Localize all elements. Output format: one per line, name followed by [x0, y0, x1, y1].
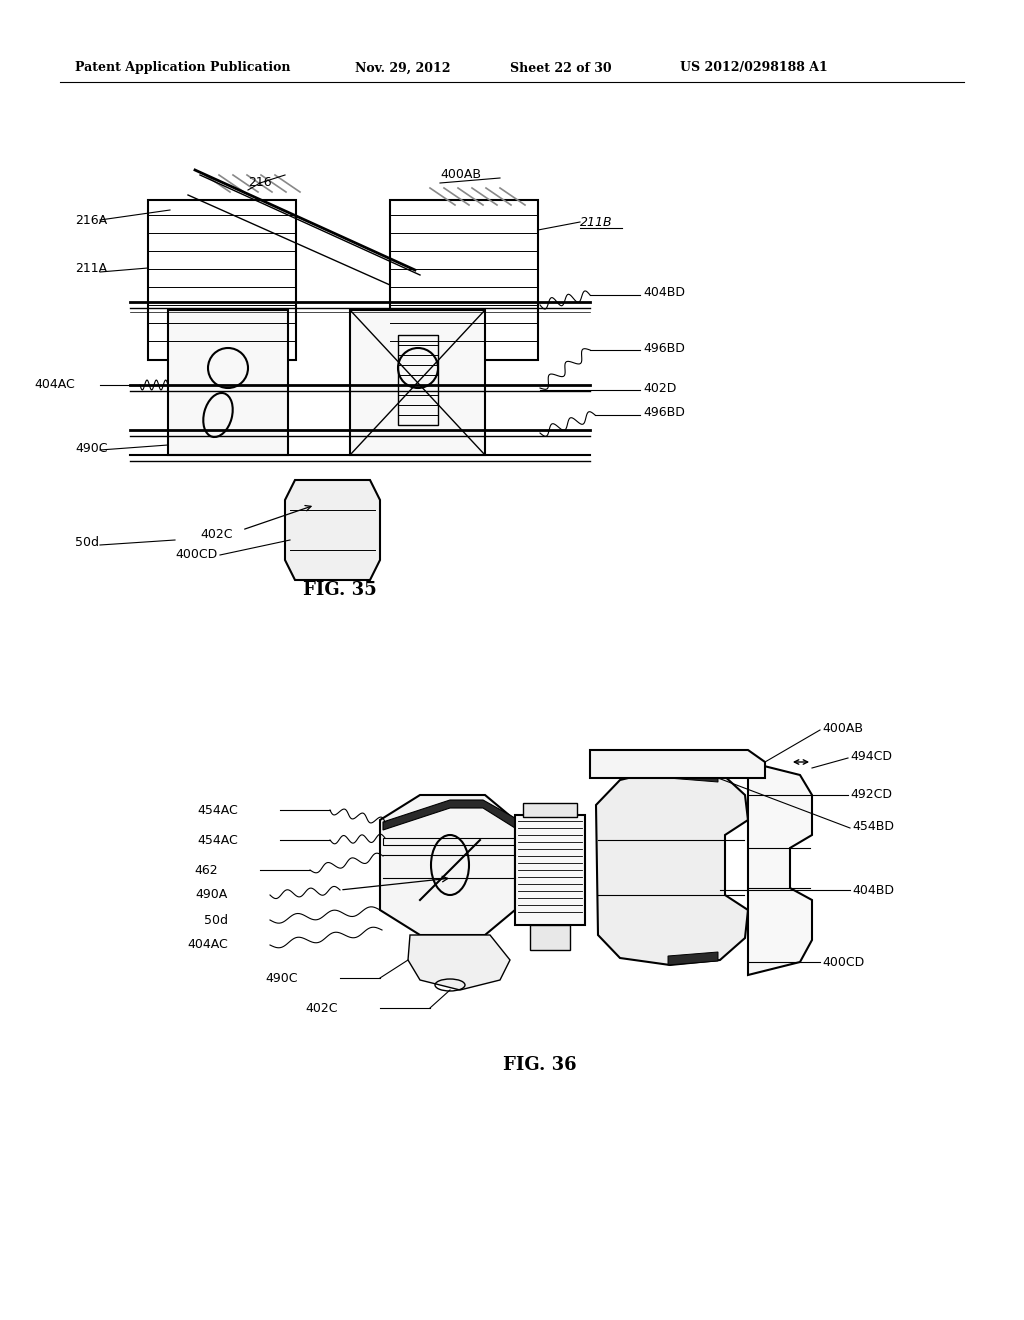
Text: 216: 216	[248, 177, 271, 190]
Text: 400CD: 400CD	[175, 549, 217, 561]
Text: 404BD: 404BD	[852, 883, 894, 896]
Bar	[515, 814, 585, 925]
Text: 211B: 211B	[580, 215, 612, 228]
Text: 402C: 402C	[200, 528, 232, 541]
Text: 496BD: 496BD	[643, 342, 685, 355]
Text: 50d: 50d	[75, 536, 99, 549]
Text: Patent Application Publication: Patent Application Publication	[75, 62, 291, 74]
Text: 404AC: 404AC	[187, 939, 228, 952]
Polygon shape	[380, 795, 515, 935]
Text: 400AB: 400AB	[440, 169, 481, 181]
Text: 490C: 490C	[265, 972, 298, 985]
Text: 494CD: 494CD	[850, 750, 892, 763]
Polygon shape	[668, 952, 718, 965]
Polygon shape	[748, 762, 812, 975]
Text: 400CD: 400CD	[822, 956, 864, 969]
Text: 454AC: 454AC	[198, 804, 238, 817]
Bar	[148, 201, 296, 360]
Text: 454AC: 454AC	[198, 833, 238, 846]
Bar	[523, 803, 577, 817]
Polygon shape	[285, 480, 380, 579]
Polygon shape	[596, 768, 748, 965]
Text: 404BD: 404BD	[643, 285, 685, 298]
Text: 400AB: 400AB	[822, 722, 863, 734]
Bar	[168, 310, 288, 455]
Text: Sheet 22 of 30: Sheet 22 of 30	[510, 62, 611, 74]
Polygon shape	[590, 750, 765, 777]
Bar	[350, 310, 485, 455]
Polygon shape	[408, 935, 510, 990]
Text: 490A: 490A	[196, 888, 228, 902]
Text: 402D: 402D	[643, 381, 677, 395]
Text: 490C: 490C	[75, 441, 108, 454]
Text: FIG. 36: FIG. 36	[503, 1056, 577, 1074]
Polygon shape	[383, 800, 515, 830]
Text: 496BD: 496BD	[643, 407, 685, 420]
Text: 454BD: 454BD	[852, 820, 894, 833]
Text: US 2012/0298188 A1: US 2012/0298188 A1	[680, 62, 827, 74]
Bar	[390, 201, 538, 360]
Text: 402C: 402C	[305, 1002, 338, 1015]
Text: 216A: 216A	[75, 214, 108, 227]
Text: 462: 462	[195, 863, 218, 876]
Text: FIG. 35: FIG. 35	[303, 581, 377, 599]
Text: 211A: 211A	[75, 261, 108, 275]
Bar	[398, 335, 438, 425]
Text: 50d: 50d	[204, 913, 228, 927]
Text: 404AC: 404AC	[34, 379, 75, 392]
Text: 492CD: 492CD	[850, 788, 892, 801]
Text: Nov. 29, 2012: Nov. 29, 2012	[355, 62, 451, 74]
Bar	[530, 925, 570, 950]
Polygon shape	[668, 770, 718, 781]
